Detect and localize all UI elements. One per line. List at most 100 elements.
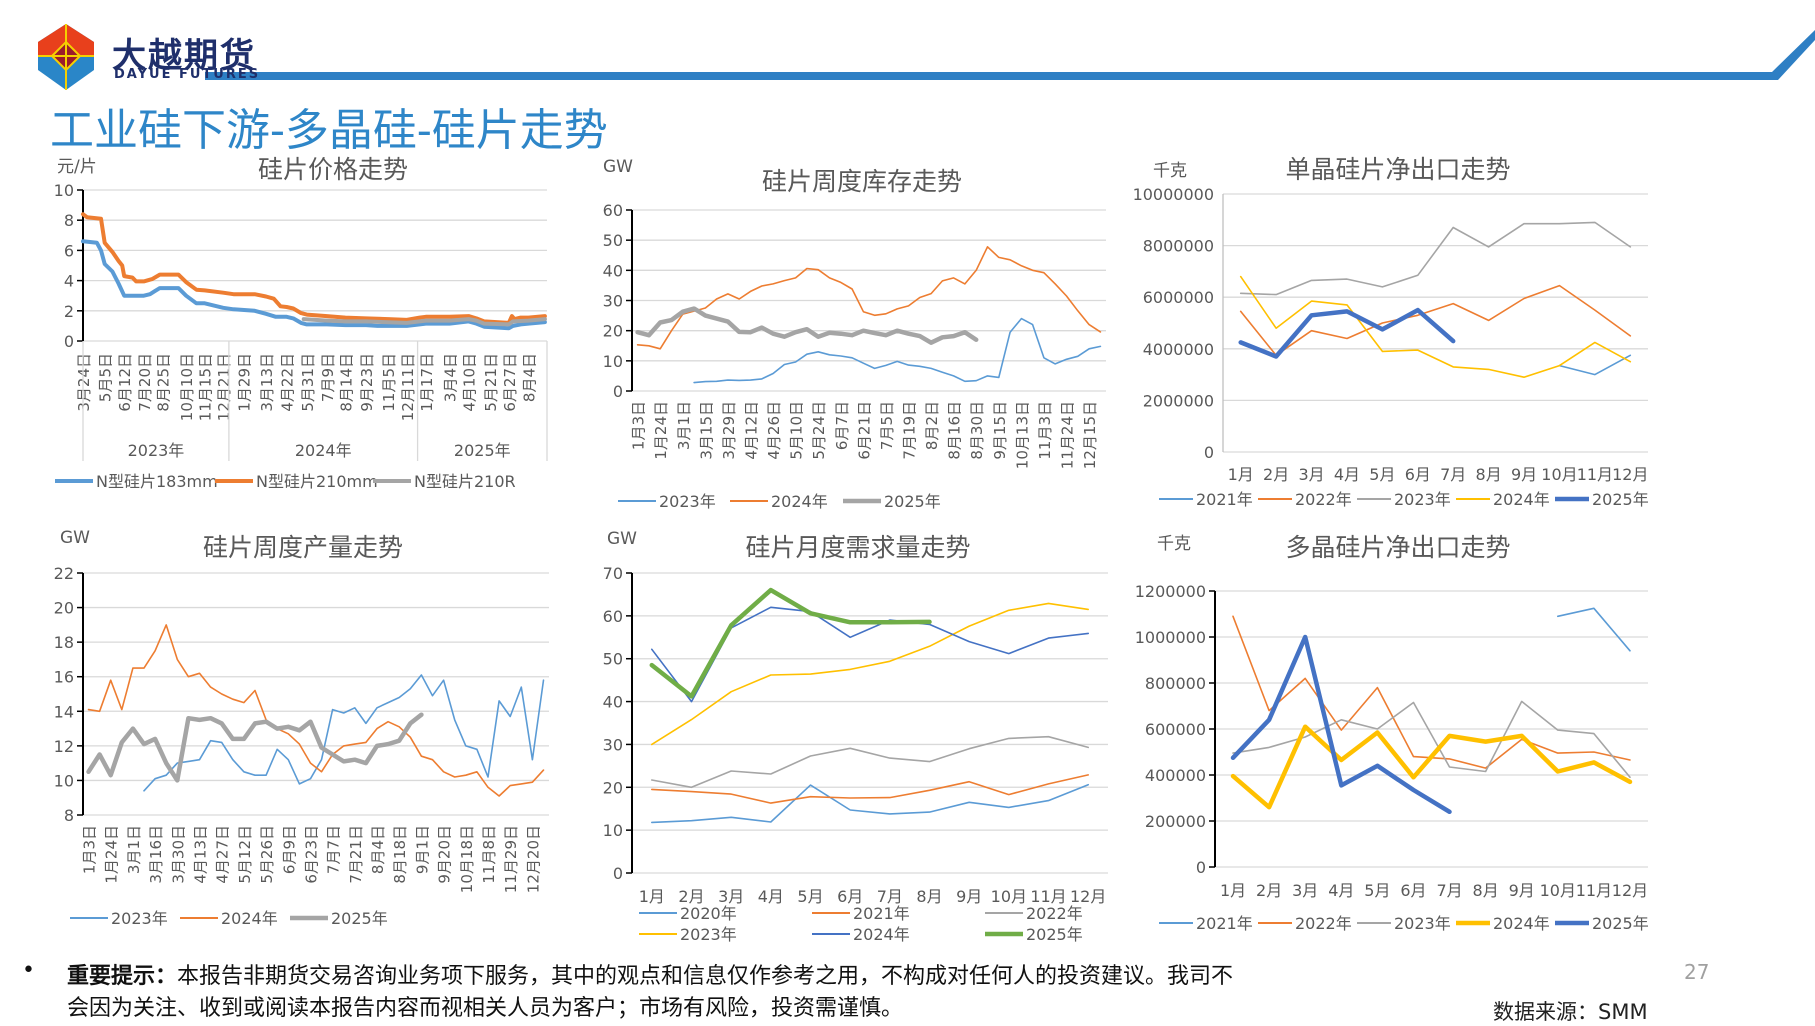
x-tick-label: 10月	[1541, 465, 1577, 484]
legend-item: 2025年	[843, 492, 941, 511]
x-tick-label: 8月16日	[946, 401, 964, 460]
y-tick-label: 800000	[1145, 674, 1206, 693]
x-tick-label: 3月24日	[75, 353, 93, 412]
x-tick-label: 7月20日	[136, 353, 154, 412]
x-tick-label: 7月7日	[325, 825, 343, 874]
legend-label: 2023年	[659, 492, 716, 511]
y-tick-label: 8	[64, 806, 74, 825]
y-tick-label: 10	[54, 181, 74, 200]
legend-item: 2024年	[1456, 914, 1550, 933]
legend-item: 2022年	[1258, 490, 1352, 509]
y-axis-unit: GW	[603, 157, 633, 177]
x-tick-label: 4月13日	[192, 825, 210, 884]
series-2	[83, 214, 545, 323]
y-axis-unit: GW	[607, 529, 637, 549]
x-tick-label: 2月	[1256, 881, 1282, 900]
x-tick-label: 3月	[1298, 465, 1324, 484]
y-axis-unit: GW	[60, 528, 90, 548]
x-tick-label: 6月12日	[116, 353, 134, 412]
y-tick-label: 50	[603, 231, 623, 250]
y-tick-label: 0	[64, 332, 74, 351]
series-line	[1233, 701, 1630, 777]
series-line	[1241, 222, 1631, 294]
legend-item: 2024年	[180, 909, 278, 928]
legend-label: 2025年	[331, 909, 388, 928]
y-axis-unit: 千克	[1157, 534, 1191, 554]
x-tick-label: 7月	[1436, 881, 1462, 900]
x-tick-label: 8月14日	[337, 353, 355, 412]
x-tick-label: 3月30日	[169, 825, 187, 884]
legend-item: 2020年	[639, 904, 737, 923]
x-tick-label: 1月29日	[235, 353, 253, 412]
x-tick-label: 6月	[1400, 881, 1426, 900]
legend-item: 2023年	[618, 492, 716, 511]
legend-item: 2024年	[1456, 490, 1550, 509]
y-tick-label: 10	[603, 352, 623, 371]
chart-title: 多晶硅片净出口走势	[1285, 533, 1510, 562]
y-tick-label: 0	[1204, 443, 1214, 462]
y-tick-label: 40	[603, 261, 623, 280]
legend-label: 2025年	[1592, 490, 1649, 509]
x-tick-label: 11月3日	[1036, 401, 1054, 460]
series-1	[144, 675, 544, 791]
legend-item: 2022年	[985, 904, 1083, 923]
legend-label: 2025年	[884, 492, 941, 511]
x-tick-label: 5月26日	[258, 825, 276, 884]
x-tick-label: 12月	[1612, 881, 1648, 900]
legend-item: N型硅片183mm	[55, 472, 218, 491]
x-tick-label: 8月25日	[154, 353, 172, 412]
x-tick-label: 8月4日	[369, 825, 387, 874]
x-tick-label: 5月	[1369, 465, 1395, 484]
y-tick-label: 10	[54, 771, 74, 790]
series-line	[1233, 727, 1630, 808]
data-source: 数据来源：SMM	[1493, 996, 1648, 1026]
y-tick-label: 12	[54, 737, 74, 756]
y-tick-label: 30	[603, 735, 623, 754]
x-tick-label: 3月4日	[442, 353, 460, 402]
x-group-label: 2023年	[128, 441, 185, 460]
chart-6: 多晶硅片净出口走势千克02000004000006000008000001000…	[1135, 533, 1649, 933]
x-tick-label: 4月26日	[765, 401, 783, 460]
x-tick-label: 11月15日	[197, 353, 215, 421]
chart-3: 单晶硅片净出口走势千克02000000400000060000008000000…	[1133, 155, 1649, 509]
legend-label: 2024年	[1493, 490, 1550, 509]
legend-item: 2025年	[1555, 490, 1649, 509]
x-tick-label: 6月21日	[855, 401, 873, 460]
series-line	[1241, 310, 1454, 356]
y-tick-label: 14	[54, 702, 74, 721]
y-tick-label: 60	[603, 607, 623, 626]
disclaimer-text-1: 本报告非期货交易咨询业务项下服务，其中的观点和信息仅作参考之用，不构成对任何人的…	[177, 964, 1233, 989]
legend-label: 2022年	[1026, 904, 1083, 923]
x-tick-label: 1月3日	[630, 401, 648, 450]
x-tick-label: 6月9日	[280, 825, 298, 874]
series-line	[89, 715, 422, 781]
y-tick-label: 70	[603, 564, 623, 583]
y-tick-label: 50	[603, 650, 623, 669]
series-5	[1233, 637, 1450, 812]
legend-label: 2023年	[1394, 914, 1451, 933]
legend-item: 2024年	[812, 925, 910, 944]
series-3	[89, 715, 422, 781]
legend-label: 2023年	[1394, 490, 1451, 509]
x-tick-label: 12月	[1612, 465, 1648, 484]
x-tick-label: 1月24日	[103, 825, 121, 884]
chart-title: 硅片月度需求量走势	[745, 533, 970, 562]
legend-label: N型硅片210mm	[256, 472, 378, 491]
x-tick-label: 3月1日	[125, 825, 143, 874]
legend-item: 2023年	[70, 909, 168, 928]
y-tick-label: 10	[603, 821, 623, 840]
x-tick-label: 3月16日	[147, 825, 165, 884]
x-tick-label: 1月	[1228, 465, 1254, 484]
x-tick-label: 1月	[639, 887, 665, 906]
y-tick-label: 22	[54, 564, 74, 583]
x-tick-label: 5月5日	[97, 353, 115, 402]
x-tick-label: 9月	[1511, 465, 1537, 484]
legend-label: N型硅片210R	[414, 472, 516, 491]
x-tick-label: 10月18日	[458, 825, 476, 893]
x-tick-label: 8月30日	[968, 401, 986, 460]
x-tick-label: 4月	[1328, 881, 1354, 900]
disclaimer-label: 重要提示：	[67, 963, 177, 989]
x-tick-label: 10月10日	[178, 353, 196, 421]
